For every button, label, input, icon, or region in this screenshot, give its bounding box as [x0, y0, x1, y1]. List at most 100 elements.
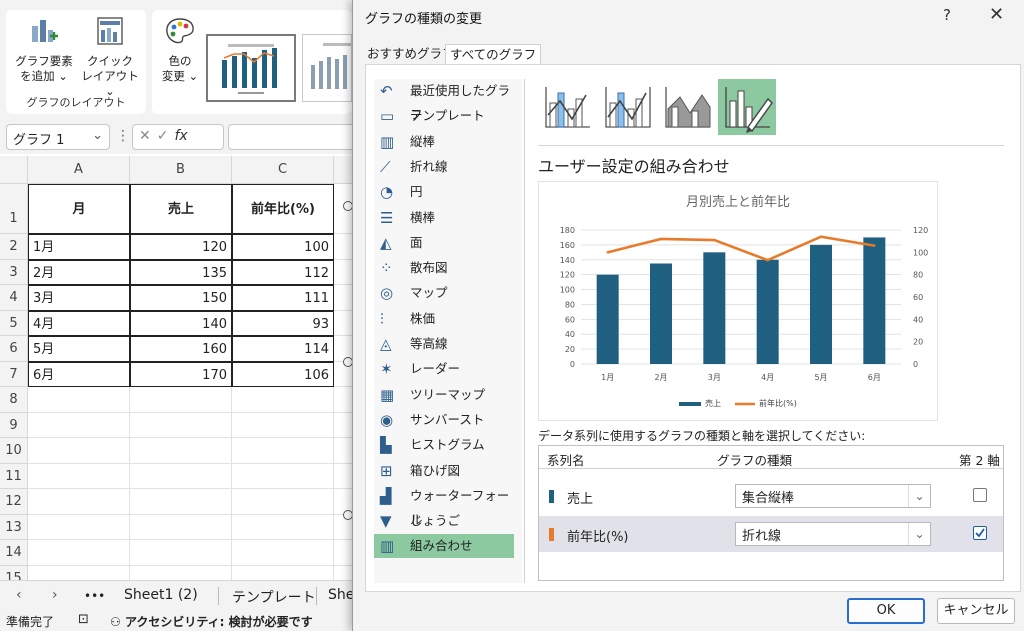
- cell[interactable]: [334, 260, 360, 285]
- chart-type-item[interactable]: ▥ 縦棒: [374, 130, 514, 154]
- add-chart-element-button[interactable]: グラフ要素 を追加 ⌄: [14, 16, 74, 84]
- cell[interactable]: 3月: [28, 285, 130, 311]
- cell[interactable]: [334, 234, 360, 260]
- combo-subtype-clustered-line-secondary[interactable]: [598, 79, 656, 135]
- cell[interactable]: 1月: [28, 234, 130, 260]
- cell[interactable]: 140: [130, 310, 232, 336]
- chart-type-item[interactable]: ◎ マップ: [374, 281, 514, 305]
- formula-input[interactable]: [228, 124, 358, 150]
- cell[interactable]: [130, 565, 232, 580]
- cell[interactable]: [28, 463, 130, 489]
- cell[interactable]: [334, 438, 360, 464]
- ok-button[interactable]: OK: [847, 598, 925, 624]
- more-sheets-button[interactable]: •••: [84, 589, 106, 603]
- chevron-left-icon[interactable]: ‹: [16, 587, 22, 603]
- row-header[interactable]: 12: [0, 489, 28, 515]
- row-header[interactable]: 15: [0, 565, 28, 580]
- row-header[interactable]: 11: [0, 463, 28, 489]
- cell[interactable]: [232, 463, 334, 489]
- cell[interactable]: [130, 463, 232, 489]
- series-chart-type-select[interactable]: 折れ線 ⌄: [735, 522, 931, 546]
- cell[interactable]: [232, 489, 334, 515]
- cell[interactable]: [334, 387, 360, 413]
- cell[interactable]: [334, 311, 360, 336]
- tab-all-charts[interactable]: すべてのグラフ: [445, 44, 542, 66]
- insert-function-button[interactable]: fx: [174, 128, 188, 144]
- cell[interactable]: [334, 515, 360, 540]
- cell[interactable]: 4月: [28, 310, 130, 336]
- cell[interactable]: 2月: [28, 259, 130, 285]
- chart-type-item[interactable]: ◬ 等高線: [374, 332, 514, 356]
- cell[interactable]: [232, 565, 334, 580]
- chevron-down-icon[interactable]: ⌄: [908, 485, 930, 507]
- cell[interactable]: 170: [130, 361, 232, 387]
- chevron-down-icon[interactable]: ⌄: [908, 523, 930, 545]
- row-header[interactable]: 14: [0, 540, 28, 566]
- cell[interactable]: [334, 413, 360, 438]
- cell[interactable]: [130, 438, 232, 464]
- cell[interactable]: 前年比(%): [232, 184, 334, 234]
- cell[interactable]: 売上: [130, 184, 232, 234]
- chart-type-item[interactable]: ▦ ツリーマップ: [374, 383, 514, 407]
- chart-style-thumb-2[interactable]: [302, 34, 352, 102]
- chart-type-item[interactable]: ▥ 組み合わせ: [374, 534, 514, 559]
- help-button[interactable]: ?: [943, 6, 951, 24]
- cell[interactable]: [232, 412, 334, 438]
- chart-type-item[interactable]: ▭ テンプレート: [374, 104, 514, 128]
- row-header[interactable]: 7: [0, 361, 28, 387]
- cell[interactable]: 月: [28, 184, 130, 234]
- series-chart-type-select[interactable]: 集合縦棒 ⌄: [735, 484, 931, 508]
- chart-type-item[interactable]: ⟋ 折れ線: [374, 155, 514, 179]
- secondary-axis-checkbox[interactable]: [973, 526, 987, 540]
- tab-recommended-charts[interactable]: おすすめグラフ: [367, 46, 455, 61]
- chart-type-item[interactable]: ☰ 横棒: [374, 206, 514, 230]
- cell[interactable]: [334, 362, 360, 387]
- cell[interactable]: [28, 489, 130, 515]
- cell[interactable]: 135: [130, 259, 232, 285]
- row-header[interactable]: 2: [0, 234, 28, 260]
- chart-type-item[interactable]: ▼ じょうご: [374, 509, 514, 533]
- select-all-corner[interactable]: [0, 156, 28, 184]
- cell[interactable]: [130, 387, 232, 413]
- cell[interactable]: 93: [232, 310, 334, 336]
- chart-type-item[interactable]: ⫶ 株価: [374, 307, 514, 331]
- cell[interactable]: [130, 540, 232, 566]
- cell[interactable]: 120: [130, 234, 232, 260]
- chart-type-item[interactable]: ⊞ 箱ひげ図: [374, 459, 514, 483]
- row-header[interactable]: 1: [0, 184, 28, 234]
- change-colors-button[interactable]: 色の 変更 ⌄: [158, 16, 202, 84]
- macro-record-icon[interactable]: ⊡: [78, 612, 89, 627]
- cancel-button[interactable]: キャンセル: [937, 598, 1015, 624]
- row-header[interactable]: 13: [0, 514, 28, 540]
- name-box[interactable]: グラフ 1 ⌄: [6, 124, 110, 150]
- cell[interactable]: 106: [232, 361, 334, 387]
- cell[interactable]: [28, 412, 130, 438]
- column-header-b[interactable]: B: [130, 156, 232, 184]
- chart-type-item[interactable]: ◭ 面: [374, 231, 514, 255]
- cell[interactable]: [28, 438, 130, 464]
- cell[interactable]: 150: [130, 285, 232, 311]
- close-button[interactable]: ✕: [989, 4, 1005, 25]
- cell[interactable]: [334, 464, 360, 489]
- chart-type-item[interactable]: ⁘ 散布図: [374, 256, 514, 280]
- cell[interactable]: 160: [130, 336, 232, 362]
- cell[interactable]: [334, 184, 360, 234]
- column-header-a[interactable]: A: [28, 156, 130, 184]
- sheet-tab-2[interactable]: テンプレート: [232, 590, 316, 606]
- combo-subtype-stacked-area-clustered[interactable]: [658, 79, 716, 135]
- more-options-icon[interactable]: ⋮: [116, 128, 130, 144]
- cell[interactable]: [28, 565, 130, 580]
- chart-type-item[interactable]: ◉ サンバースト: [374, 408, 514, 432]
- cell[interactable]: [232, 514, 334, 540]
- chart-style-thumb-1[interactable]: [206, 34, 296, 102]
- accessibility-status[interactable]: ⚇ アクセシビリティ: 検討が必要です: [110, 613, 313, 630]
- cell[interactable]: [232, 540, 334, 566]
- cell[interactable]: 6月: [28, 361, 130, 387]
- row-header[interactable]: 3: [0, 259, 28, 285]
- cell[interactable]: 5月: [28, 336, 130, 362]
- cell[interactable]: [232, 387, 334, 413]
- cell[interactable]: [334, 540, 360, 566]
- combo-subtype-clustered-line[interactable]: [538, 79, 596, 135]
- cell[interactable]: [130, 412, 232, 438]
- row-header[interactable]: 4: [0, 285, 28, 311]
